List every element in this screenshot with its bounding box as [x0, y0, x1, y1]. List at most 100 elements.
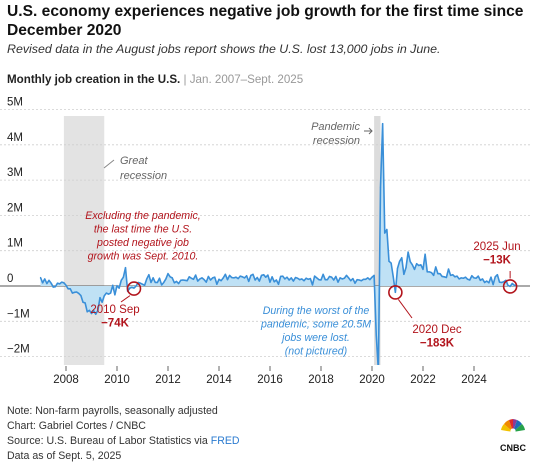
data-point: [252, 273, 254, 275]
chart-subtitle: Revised data in the August jobs report s…: [7, 42, 441, 56]
data-point: [209, 279, 212, 281]
data-point: [148, 274, 150, 276]
y-tick-label: 3M: [7, 167, 23, 179]
data-point: [222, 277, 224, 279]
highlight-value: −13K: [483, 255, 512, 267]
data-point: [456, 275, 458, 277]
data-point: [144, 284, 146, 286]
data-point: [99, 297, 101, 299]
data-point: [275, 279, 277, 281]
highlight-label: 2025 Jun: [473, 241, 520, 253]
data-point: [218, 278, 220, 280]
data-point: [129, 287, 131, 289]
data-point: [269, 281, 271, 283]
data-point: [452, 274, 454, 276]
data-point: [135, 285, 137, 287]
data-point: [116, 285, 118, 287]
data-point: [328, 275, 331, 278]
excluding-pandemic-note: the last time the U.S.: [94, 224, 192, 236]
data-point: [292, 280, 294, 282]
data-point: [188, 276, 190, 278]
highlight-label: 2010 Sep: [90, 304, 139, 316]
y-tick-label: 1M: [7, 238, 23, 250]
data-point: [120, 279, 122, 281]
data-point: [56, 282, 59, 284]
data-point: [443, 276, 445, 278]
data-point: [54, 286, 56, 288]
data-point: [146, 278, 148, 280]
data-point: [65, 284, 67, 286]
data-point: [163, 281, 165, 284]
data-point: [378, 370, 379, 371]
highlight-value: −74K: [101, 318, 130, 330]
data-point: [80, 294, 82, 297]
data-point: [316, 277, 318, 279]
data-point: [345, 274, 348, 277]
data-point: [416, 263, 418, 265]
x-tick-label: 2020: [359, 374, 385, 386]
data-point: [44, 278, 46, 280]
data-point: [246, 275, 248, 277]
data-point: [309, 277, 311, 280]
data-point: [469, 279, 471, 281]
data-point: [171, 277, 173, 279]
data-point: [231, 276, 233, 279]
data-point: [486, 280, 488, 282]
data-point: [501, 281, 503, 284]
cnbc-logo: CNBC: [500, 419, 526, 453]
data-point: [175, 280, 178, 283]
data-point: [282, 275, 284, 277]
data-point: [294, 276, 297, 279]
data-point: [277, 283, 280, 285]
data-point: [371, 276, 373, 278]
y-tick-label: 4M: [7, 132, 23, 144]
data-point: [479, 279, 481, 281]
data-point: [139, 282, 141, 284]
data-point: [418, 264, 420, 267]
data-point: [324, 279, 326, 281]
data-point: [301, 278, 303, 280]
data-point: [190, 277, 192, 279]
fred-link[interactable]: FRED: [210, 435, 240, 447]
data-point: [254, 279, 256, 281]
data-point: [320, 279, 322, 281]
data-point: [352, 277, 354, 280]
data-point: [73, 291, 76, 293]
data-point: [362, 278, 365, 280]
data-point: [403, 273, 405, 275]
highlight-circle: [388, 285, 403, 300]
data-point: [280, 275, 282, 278]
data-point: [388, 260, 390, 262]
data-point: [50, 282, 52, 284]
data-point: [186, 280, 188, 282]
data-point: [93, 310, 95, 312]
data-point: [337, 281, 339, 283]
data-point: [475, 277, 477, 279]
data-point: [367, 277, 369, 279]
data-point: [243, 277, 246, 279]
data-point: [360, 280, 362, 282]
data-point: [430, 271, 433, 274]
data-point: [303, 280, 305, 282]
data-point: [484, 281, 486, 284]
great-recession-leader: [103, 159, 115, 169]
highlight-value: −183K: [420, 338, 455, 350]
source-prefix: Source: U.S. Bureau of Labor Statistics …: [7, 435, 211, 447]
data-point: [103, 295, 105, 297]
data-point: [90, 312, 93, 315]
data-point: [513, 284, 515, 286]
data-point: [424, 253, 426, 255]
highlight-leader: [397, 299, 413, 319]
y-tick-label: 0: [7, 273, 13, 285]
data-point: [331, 276, 333, 278]
data-point: [265, 276, 267, 278]
data-point: [118, 287, 120, 289]
worst-pandemic-note: During the worst of the: [263, 305, 370, 317]
data-point: [150, 281, 152, 284]
data-point: [273, 281, 275, 283]
data-point: [297, 277, 299, 279]
x-tick-label: 2014: [206, 374, 232, 386]
y-tick-label: 5M: [7, 97, 23, 109]
data-point: [76, 291, 78, 293]
data-point: [409, 261, 411, 263]
